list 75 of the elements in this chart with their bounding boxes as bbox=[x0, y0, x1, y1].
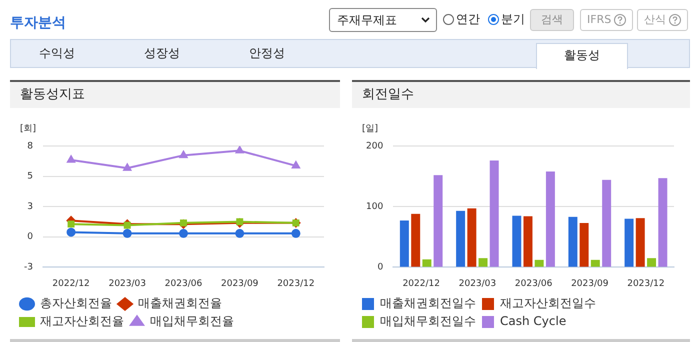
bar bbox=[534, 260, 544, 267]
bar bbox=[546, 171, 555, 267]
text: 안정성 bbox=[248, 45, 286, 62]
text: 연간 bbox=[456, 11, 480, 28]
legend-label: 재고자산회전율 bbox=[40, 314, 124, 328]
chart-title: 활동성지표 bbox=[10, 80, 340, 108]
point bbox=[236, 146, 244, 154]
point bbox=[179, 150, 188, 158]
legend-label: Cash Cycle bbox=[500, 314, 566, 328]
text: 분기 bbox=[501, 11, 525, 28]
bar bbox=[658, 178, 668, 267]
y-tick-label: 0 bbox=[27, 232, 34, 242]
text: 검색 bbox=[530, 9, 574, 31]
bar bbox=[411, 214, 420, 267]
x-tick-label: 2023/12 bbox=[627, 278, 665, 289]
legend-label: 매입채무회전일수 bbox=[380, 314, 476, 328]
point bbox=[292, 161, 300, 169]
text: 수익성 bbox=[38, 45, 76, 62]
y-tick-label: 100 bbox=[366, 202, 384, 212]
y-axis-title: [일] bbox=[362, 123, 378, 135]
text: 활동성 bbox=[536, 43, 628, 69]
bar bbox=[456, 210, 466, 267]
legend-label: 재고자산회전일수 bbox=[500, 296, 596, 310]
point bbox=[66, 228, 76, 237]
text: IFRS bbox=[587, 12, 612, 28]
x-tick-label: 2022/12 bbox=[52, 278, 90, 289]
bar bbox=[602, 180, 612, 267]
text: 주재무제표 bbox=[337, 12, 397, 28]
y-tick-label: 5 bbox=[27, 172, 33, 182]
legend-label: 매출채권회전율 bbox=[138, 296, 222, 310]
bar bbox=[512, 216, 522, 267]
point bbox=[235, 228, 244, 238]
x-tick-label: 2023/09 bbox=[220, 278, 259, 289]
y-tick-label: 200 bbox=[366, 141, 384, 152]
bar bbox=[523, 216, 532, 267]
point bbox=[291, 228, 300, 238]
legend-label: 매입채무회전율 bbox=[150, 314, 234, 328]
bar bbox=[467, 208, 476, 267]
y-axis-title: [회] bbox=[20, 123, 36, 135]
point bbox=[122, 228, 132, 238]
y-tick-label: 3 bbox=[27, 202, 33, 212]
point bbox=[178, 228, 188, 238]
y-tick-label: 0 bbox=[377, 262, 384, 273]
y-tick-label: 8 bbox=[27, 141, 34, 152]
bar bbox=[490, 160, 499, 267]
bar bbox=[580, 222, 589, 267]
x-tick-label: 2023/03 bbox=[108, 278, 146, 289]
point bbox=[236, 218, 244, 226]
x-tick-label: 2022/12 bbox=[402, 278, 440, 289]
bar bbox=[636, 218, 645, 267]
text: 투자분석 bbox=[10, 14, 66, 32]
x-tick-label: 2023/12 bbox=[277, 278, 315, 289]
x-tick-label: 2023/06 bbox=[514, 278, 553, 289]
bar bbox=[568, 216, 578, 267]
x-tick-label: 2023/06 bbox=[164, 278, 202, 289]
point bbox=[124, 222, 131, 229]
chart-title: 회전일수 bbox=[352, 80, 690, 108]
legend-label: 총자산회전율 bbox=[40, 296, 112, 310]
text: 성장성 bbox=[143, 45, 181, 62]
bar bbox=[434, 175, 443, 267]
bar bbox=[590, 260, 600, 267]
y-tick-label: -3 bbox=[24, 262, 33, 273]
x-tick-label: 2023/03 bbox=[458, 278, 496, 289]
point bbox=[67, 155, 76, 163]
bar bbox=[478, 258, 488, 267]
point bbox=[68, 220, 75, 228]
text: 산식 bbox=[644, 12, 666, 28]
legend-label: 매출채권회전일수 bbox=[380, 296, 476, 310]
point bbox=[180, 219, 187, 226]
point bbox=[123, 164, 132, 171]
x-tick-label: 2023/09 bbox=[571, 278, 609, 289]
bar bbox=[422, 259, 432, 267]
bar bbox=[624, 218, 634, 267]
bar bbox=[647, 258, 656, 267]
bar bbox=[400, 220, 409, 267]
